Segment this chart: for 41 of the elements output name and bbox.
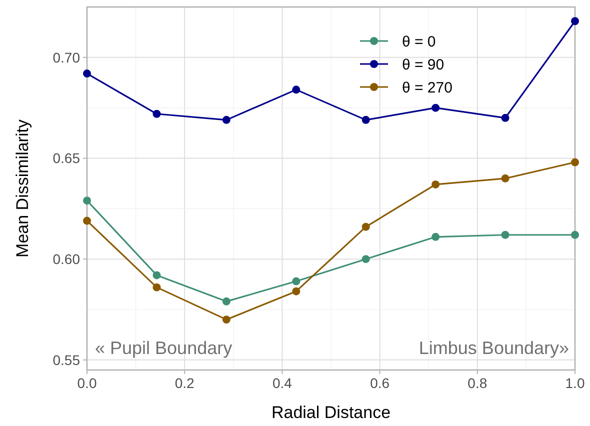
legend-label: θ = 90 xyxy=(402,56,444,74)
point xyxy=(432,104,440,112)
point xyxy=(152,283,161,292)
y-tick-label: 0.55 xyxy=(52,352,80,368)
point xyxy=(83,196,91,205)
point xyxy=(501,174,510,182)
x-tick-label: 1.0 xyxy=(565,375,585,391)
x-tick-label: 0.8 xyxy=(468,375,488,391)
point xyxy=(432,232,440,241)
x-tick-label: 0.2 xyxy=(174,375,195,391)
annotation: Limbus Boundary» xyxy=(418,338,569,358)
legend-label: θ = 270 xyxy=(402,79,452,96)
point xyxy=(362,222,370,231)
point xyxy=(152,110,161,118)
point xyxy=(292,287,300,296)
point xyxy=(83,70,91,78)
point xyxy=(222,297,230,306)
x-tick-label: 0.0 xyxy=(77,375,97,391)
point xyxy=(501,114,510,122)
point xyxy=(432,180,440,188)
point xyxy=(222,316,230,324)
x-tick-label: 0.6 xyxy=(370,375,390,391)
point xyxy=(292,277,300,286)
x-axis-title: Radial Distance xyxy=(271,403,391,422)
point xyxy=(571,158,579,166)
point xyxy=(571,230,579,239)
annotation: « Pupil Boundary xyxy=(95,338,232,358)
point xyxy=(501,230,510,239)
y-tick-label: 0.60 xyxy=(52,250,80,267)
point xyxy=(571,17,579,26)
y-tick-label: 0.70 xyxy=(52,49,80,66)
point xyxy=(152,271,161,280)
x-tick-label: 0.4 xyxy=(272,375,292,391)
point xyxy=(292,86,300,94)
legend-label: θ = 0 xyxy=(402,33,436,50)
point xyxy=(83,216,91,225)
y-axis-title: Mean Dissimilarity xyxy=(13,119,32,258)
y-tick-label: 0.65 xyxy=(52,150,80,166)
point xyxy=(222,116,230,124)
point xyxy=(362,255,370,264)
point xyxy=(362,116,370,124)
